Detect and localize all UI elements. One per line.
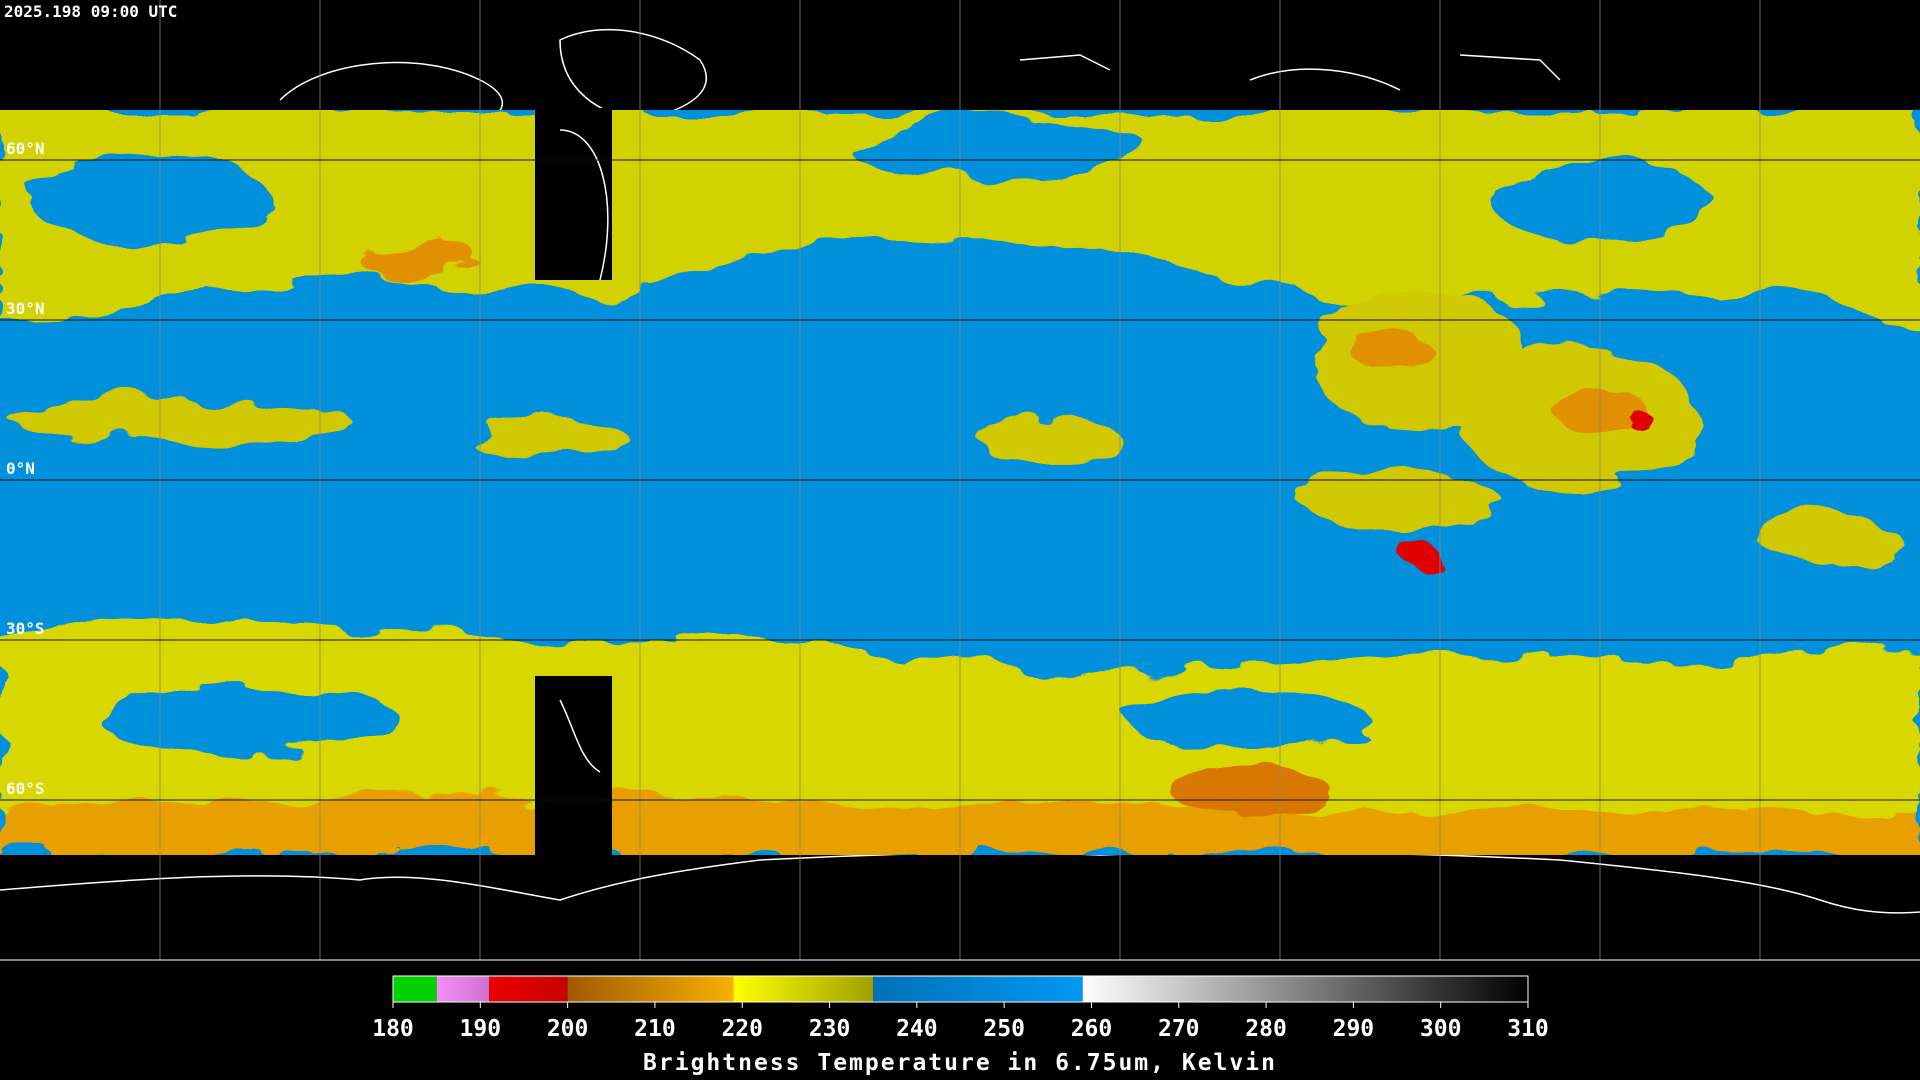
moist-swirl <box>1130 690 1370 750</box>
tropical-cloud <box>10 398 350 442</box>
grid <box>0 0 1920 960</box>
cold-cloud <box>1170 765 1330 815</box>
tropical-cloud <box>1760 515 1900 565</box>
colorbar-tick-label: 190 <box>460 1016 502 1042</box>
latitude-label: 0°N <box>6 459 35 478</box>
colorbar-tick-label: 180 <box>372 1016 414 1042</box>
colorbar-segment <box>1082 976 1528 1002</box>
colorbar-segment <box>567 976 734 1002</box>
colorbar: 180 190 200 210 220 230 240 250 260 270 280 290 300 3… <box>372 975 1549 1042</box>
moist-swirl <box>850 120 1150 180</box>
colorbar-title: Brightness Temperature in 6.75um, Kelvin <box>643 1050 1277 1076</box>
tropical-cloud <box>1300 470 1500 530</box>
latitude-label: 30°N <box>6 299 45 318</box>
latitude-label: 30°S <box>6 619 45 638</box>
map <box>0 0 1920 960</box>
colorbar-tick-label: 250 <box>983 1016 1025 1042</box>
cold-cloud <box>1350 330 1430 370</box>
colorbar-segment <box>873 976 1083 1002</box>
latitude-labels: 60°N 30°N 0°N 30°S 60°S <box>6 139 45 798</box>
colorbar-tick-label: 240 <box>896 1016 938 1042</box>
colorbar-segment <box>489 976 568 1002</box>
colorbar-tick-label: 260 <box>1071 1016 1113 1042</box>
tropical-cloud <box>980 415 1120 465</box>
colorbar-tick-label: 310 <box>1507 1016 1549 1042</box>
convective-core <box>1402 543 1438 567</box>
colorbar-tick-label: 280 <box>1245 1016 1287 1042</box>
colorbar-segment <box>733 976 874 1002</box>
data-gap <box>535 676 612 856</box>
colorbar-tick-label: 270 <box>1158 1016 1200 1042</box>
colorbar-segment <box>436 976 490 1002</box>
colorbar-tick-label: 230 <box>809 1016 851 1042</box>
latitude-label: 60°N <box>6 139 45 158</box>
convective-core <box>1628 410 1652 430</box>
latitude-label: 60°S <box>6 779 45 798</box>
data-gap <box>535 108 612 280</box>
arctic-coast-outline <box>1019 54 1561 91</box>
moist-swirl <box>100 685 400 755</box>
moist-swirl <box>30 155 270 245</box>
colorbar-tick-label: 210 <box>634 1016 676 1042</box>
colorbar-tick-label: 300 <box>1420 1016 1462 1042</box>
colorbar-segment <box>393 976 437 1002</box>
colorbar-frame <box>392 975 1529 1003</box>
colorbar-tick-label: 200 <box>547 1016 589 1042</box>
greenland-outline <box>559 28 707 121</box>
cold-cloud <box>360 240 480 280</box>
colorbar-tick-label: 290 <box>1333 1016 1375 1042</box>
colorbar-tick-label: 220 <box>721 1016 763 1042</box>
timestamp: 2025.198 09:00 UTC <box>4 2 177 21</box>
coastline <box>559 129 609 773</box>
tropical-cloud <box>470 420 630 460</box>
